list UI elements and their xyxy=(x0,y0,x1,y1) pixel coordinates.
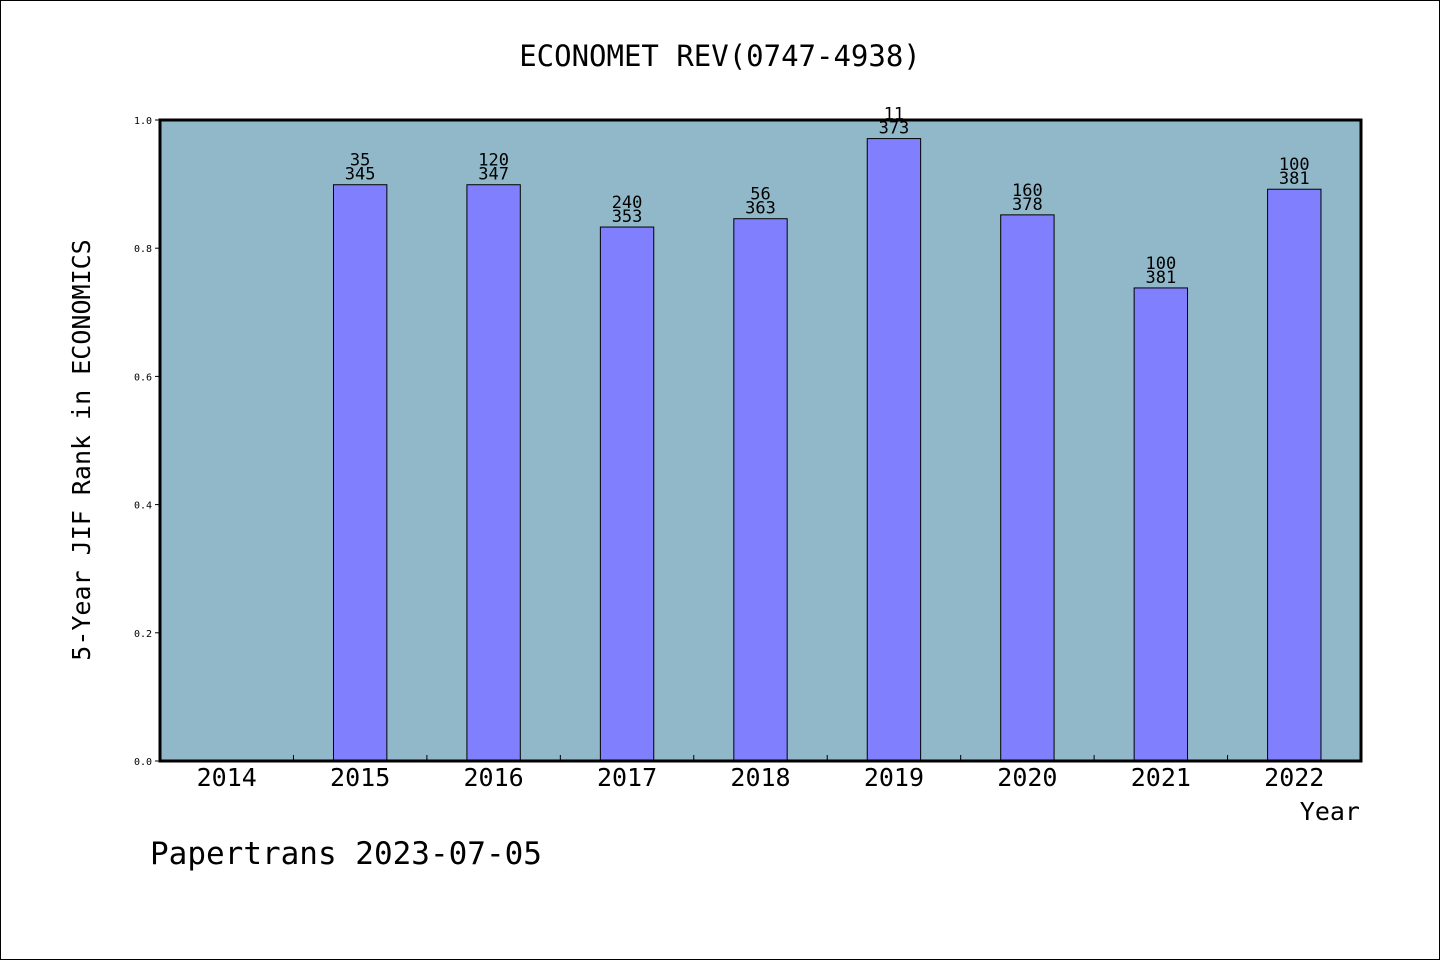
bar-2020 xyxy=(1000,214,1055,762)
bar-2022 xyxy=(1267,188,1322,762)
y-tick-label: 0.4 xyxy=(134,501,152,512)
bar-rank-label: 240 xyxy=(612,193,643,213)
y-axis: 0.0 0.2 0.4 0.6 0.8 1.0 xyxy=(134,116,160,768)
bar-rank-label: 160 xyxy=(1012,181,1043,201)
y-tick-label: 0.6 xyxy=(134,372,152,383)
x-axis: 2014 2015 2016 2017 2018 2019 2020 2021 2022 xyxy=(197,755,1324,792)
bar-total-label: 345 xyxy=(345,165,376,185)
bar-total-label: 347 xyxy=(478,165,509,185)
y-axis-label: 5-Year JIF Rank in ECONOMICS xyxy=(67,239,96,660)
bar-total-label: 381 xyxy=(1279,169,1310,189)
bar-total-label: 353 xyxy=(612,207,643,227)
x-tick-label: 2016 xyxy=(464,763,524,792)
bar-total-label: 373 xyxy=(879,119,910,139)
x-tick-label: 2018 xyxy=(730,763,790,792)
y-tick-label: 1.0 xyxy=(134,116,152,127)
footer-text: Papertrans 2023-07-05 xyxy=(150,836,542,872)
x-tick-label: 2020 xyxy=(997,763,1057,792)
bar-rank-label: 56 xyxy=(750,185,770,205)
bar-2016 xyxy=(466,184,521,762)
bar-2015 xyxy=(332,184,388,762)
x-tick-label: 2017 xyxy=(597,763,657,792)
bar-2021 xyxy=(1133,287,1189,762)
y-tick-label: 0.8 xyxy=(134,244,152,255)
labels-layer: 3534512034724035356363113731603781003811… xyxy=(345,105,1310,288)
x-tick-label: 2014 xyxy=(197,763,257,792)
x-tick-label: 2021 xyxy=(1131,763,1191,792)
bars-layer xyxy=(332,138,1322,762)
bar-rank-label: 120 xyxy=(478,151,509,171)
y-tick-label: 0.2 xyxy=(134,629,152,640)
bar-rank-label: 100 xyxy=(1279,155,1310,175)
plot-area xyxy=(158,118,1363,763)
x-tick-label: 2015 xyxy=(330,763,390,792)
bar-2018 xyxy=(733,218,788,762)
y-tick-label: 0.0 xyxy=(134,757,152,768)
bar-total-label: 381 xyxy=(1145,268,1176,288)
bar-total-label: 363 xyxy=(745,199,776,219)
bar-rank-label: 100 xyxy=(1145,254,1176,274)
bar-total-label: 378 xyxy=(1012,195,1043,215)
bar-2019 xyxy=(866,138,922,762)
x-tick-label: 2022 xyxy=(1264,763,1324,792)
x-tick-label: 2019 xyxy=(864,763,924,792)
bar-rank-label: 35 xyxy=(350,151,370,171)
chart-title: ECONOMET REV(0747-4938) xyxy=(519,39,921,73)
bar-2017 xyxy=(599,226,655,762)
x-axis-label: Year xyxy=(1300,797,1360,826)
